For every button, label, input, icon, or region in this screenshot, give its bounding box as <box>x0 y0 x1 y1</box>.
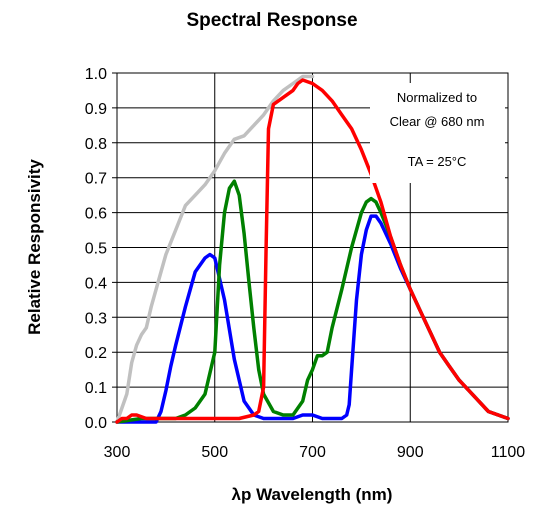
annotation-background <box>370 83 505 183</box>
y-tick-label: 0.0 <box>85 415 107 432</box>
annotation-clear: Clear @ 680 nm <box>390 114 485 129</box>
y-tick-label: 0.3 <box>85 310 107 327</box>
y-tick-label: 0.6 <box>85 206 107 223</box>
x-tick-label: 700 <box>299 444 326 461</box>
tick-labels: 300 500 700 900 1100 0.0 0.1 0.2 0.3 0.4 0.5 0.6 0.7… <box>85 66 526 461</box>
y-tick-label: 0.8 <box>85 136 107 153</box>
y-tick-label: 0.2 <box>85 345 107 362</box>
y-tick-label: 0.4 <box>85 275 107 292</box>
y-tick-label: 0.9 <box>85 101 107 118</box>
plot-area <box>116 72 509 423</box>
x-axis-title: λp Wavelength (nm) <box>232 485 393 504</box>
y-tick-label: 0.5 <box>85 241 107 258</box>
annotation-temperature: TA = 25°C <box>408 154 467 169</box>
x-tick-label: 300 <box>104 444 131 461</box>
y-axis-title: Relative Responsivity <box>25 159 44 335</box>
y-tick-label: 0.1 <box>85 380 107 397</box>
series-line-3 <box>115 78 510 424</box>
annotation-box: Normalized to Clear @ 680 nm TA = 25°C <box>370 83 505 183</box>
x-tick-label: 500 <box>201 444 228 461</box>
chart-title: Spectral Response <box>186 10 357 31</box>
series-line-0 <box>115 74 315 424</box>
annotation-normalized: Normalized to <box>397 90 477 105</box>
y-tick-label: 1.0 <box>85 66 107 83</box>
series-layer <box>115 74 510 424</box>
y-tick-label: 0.7 <box>85 171 107 188</box>
x-tick-label: 900 <box>397 444 424 461</box>
x-tick-label: 1100 <box>491 444 526 461</box>
